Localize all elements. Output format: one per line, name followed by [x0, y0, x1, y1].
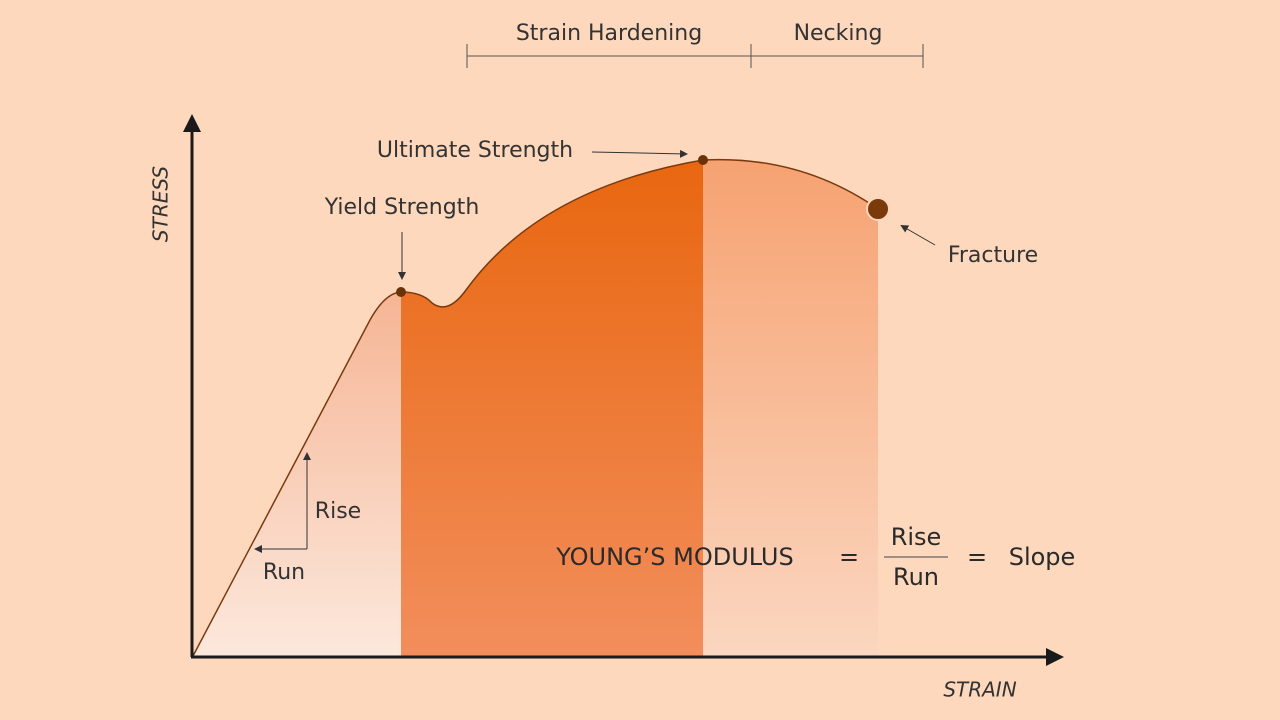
y-label: STRESS [149, 166, 173, 242]
point-label: Fracture [948, 243, 1038, 268]
run-label: Run [263, 560, 305, 585]
point-label: Yield Strength [324, 195, 480, 220]
formula-denominator: Run [893, 563, 939, 591]
region-bracket [466, 44, 924, 68]
x-label: STRAIN [943, 678, 1016, 702]
formula-name: YOUNG’S MODULUS [555, 543, 793, 571]
rise-label: Rise [315, 499, 361, 524]
fracture-point [866, 197, 890, 221]
region-label: Strain Hardening [516, 21, 702, 46]
x-arrow [1046, 648, 1064, 666]
annotation-arrow [900, 225, 936, 246]
region-label: Necking [794, 21, 883, 46]
necking-region [703, 159, 878, 656]
formula-equals: = [967, 543, 987, 571]
annotation-arrow [591, 149, 688, 158]
y-arrow [183, 114, 201, 132]
formula-equals: = [839, 543, 859, 571]
formula-result: Slope [1009, 543, 1076, 571]
ultimate-point [698, 155, 708, 165]
formula-numerator: Rise [891, 523, 942, 551]
point-label: Ultimate Strength [377, 138, 573, 163]
yield-point [396, 287, 406, 297]
